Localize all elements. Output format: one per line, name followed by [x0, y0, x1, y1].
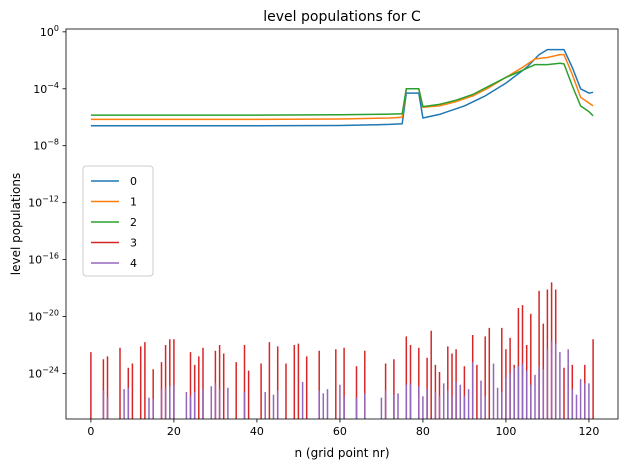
legend-box — [82, 165, 154, 277]
legend: 0 1 2 3 4 — [82, 165, 154, 277]
legend-label-2: 2 — [130, 216, 137, 229]
legend-label-3: 3 — [130, 237, 137, 250]
y-tick-label: 10−16 — [28, 252, 59, 267]
series-line-4 — [102, 340, 590, 419]
series-line-1 — [90, 53, 594, 121]
chart-title: level populations for C — [263, 9, 421, 25]
x-tick-label: 20 — [167, 425, 181, 438]
x-tick-label: 80 — [416, 425, 430, 438]
y-axis-label: level populations — [9, 173, 23, 275]
x-tick-label: 40 — [250, 425, 264, 438]
y-tick-label: 10−12 — [28, 195, 59, 210]
x-tick-label: 120 — [578, 425, 599, 438]
legend-label-4: 4 — [130, 257, 137, 270]
x-tick-label: 60 — [333, 425, 347, 438]
y-tick-label: 100 — [40, 24, 59, 39]
legend-label-0: 0 — [130, 175, 137, 188]
y-tick-label: 10−20 — [28, 309, 59, 324]
y-tick-label: 10−24 — [28, 365, 59, 380]
y-tick-label: 10−4 — [33, 81, 59, 96]
series-line-2 — [90, 62, 594, 117]
y-tick-label: 10−8 — [33, 138, 59, 153]
x-tick-label: 0 — [87, 425, 94, 438]
legend-label-1: 1 — [130, 196, 137, 209]
series-line-0 — [90, 48, 594, 127]
x-tick-label: 100 — [495, 425, 516, 438]
plot-frame — [65, 28, 619, 420]
series-layer — [90, 48, 594, 419]
axes-layer: 0 20 40 60 80 100 12010010−410−810−1210−1610−2… — [28, 24, 619, 438]
x-axis-label: n (grid point nr) — [294, 446, 389, 460]
